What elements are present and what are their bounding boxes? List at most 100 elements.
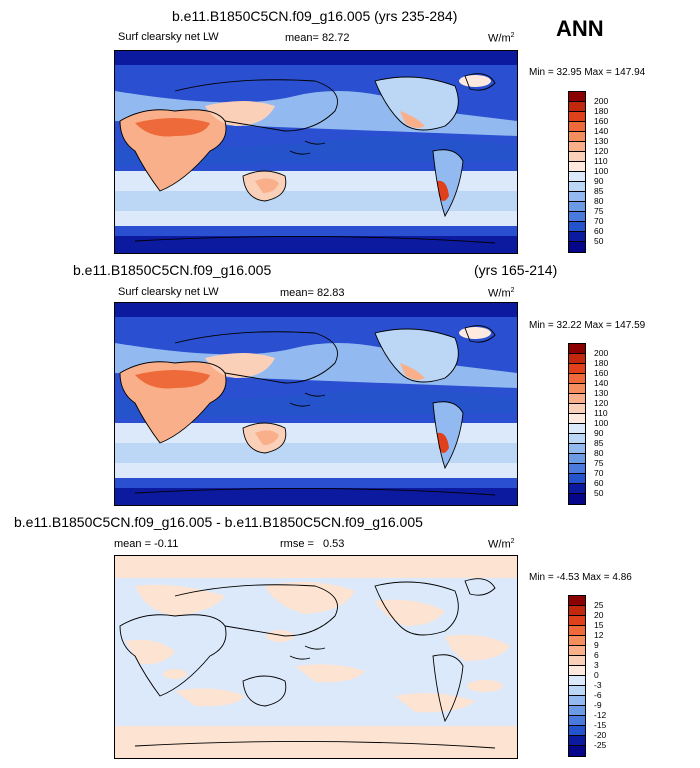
panel3-colorbar-swatch <box>569 726 585 736</box>
panel2-map-svg <box>115 303 517 505</box>
panel1-minmax: Min = 32.95 Max = 147.94 <box>529 67 646 78</box>
panel1-colorbar-swatch <box>569 122 585 132</box>
panel1-colorbar-swatch <box>569 192 585 202</box>
panel1-cb-label: 140 <box>594 126 609 136</box>
panel3-cb-label: -20 <box>594 730 607 740</box>
panel1-colorbar-swatch <box>569 132 585 142</box>
panel2-cb-label: 70 <box>594 468 604 478</box>
panel1-units: W/m2 <box>488 32 515 45</box>
panel3-colorbar-swatch <box>569 656 585 666</box>
panel2-colorbar-swatch <box>569 474 585 484</box>
panel3-map <box>114 555 518 759</box>
panel2-cb-label: 140 <box>594 378 609 388</box>
panel1-title: b.e11.B1850C5CN.f09_g16.005 (yrs 235-284… <box>172 8 458 24</box>
panel3-cb-label: 3 <box>594 660 599 670</box>
panel1-units-text: W/m <box>488 32 511 45</box>
panel3-cb-label: 6 <box>594 650 599 660</box>
panel1-cb-label: 75 <box>594 206 604 216</box>
panel2-colorbar-swatch <box>569 354 585 364</box>
panel3-colorbar-swatch <box>569 606 585 616</box>
panel1-cb-label: 85 <box>594 186 604 196</box>
panel3-rmse-label: rmse = <box>280 538 314 550</box>
panel2-colorbar-swatch <box>569 434 585 444</box>
panel3-units-sup: 2 <box>510 538 515 545</box>
panel2-colorbar-labels: 200 180 160 140 130 120 110 100 90 85 80… <box>594 348 608 498</box>
panel1-cb-label: 130 <box>594 136 609 146</box>
panel2-cb-label: 60 <box>594 478 604 488</box>
panel3-cb-label: 9 <box>594 640 599 650</box>
panel1-cb-label: 110 <box>594 156 608 166</box>
panel1-cb-label: 160 <box>594 116 609 126</box>
panel2-cb-label: 160 <box>594 368 609 378</box>
panel3-cb-label: -9 <box>594 700 602 710</box>
panel3-units-text: W/m <box>488 538 511 551</box>
panel1-colorbar-swatch <box>569 152 585 162</box>
panel2-colorbar <box>568 343 586 505</box>
panel2-cb-label: 130 <box>594 388 609 398</box>
panel1-cb-label: 200 <box>594 96 609 106</box>
panel2-mean-value: 82.83 <box>317 287 345 299</box>
panel3-colorbar-swatch <box>569 616 585 626</box>
panel2-colorbar-swatch <box>569 404 585 414</box>
panel2-cb-label: 120 <box>594 398 609 408</box>
panel1-cb-label: 50 <box>594 236 604 246</box>
panel1-colorbar-swatch <box>569 182 585 192</box>
panel3-cb-label: 12 <box>594 630 604 640</box>
panel1-colorbar-swatch <box>569 102 585 112</box>
panel2-variable: Surf clearsky net LW <box>118 286 219 298</box>
panel1-variable: Surf clearsky net LW <box>118 31 219 43</box>
panel3-colorbar-swatch <box>569 696 585 706</box>
panel2-map <box>114 302 518 506</box>
panel3-colorbar-labels: 25 20 15 12 9 6 3 0 -3 -6 -9 -12 -15 -20… <box>594 600 606 750</box>
panel3-units: W/m2 <box>488 538 515 551</box>
panel1-cb-label: 100 <box>594 166 609 176</box>
panel2-colorbar-swatch <box>569 374 585 384</box>
panel2-colorbar-swatch <box>569 484 585 494</box>
panel2-colorbar-swatch <box>569 494 585 504</box>
panel1-mean-value: 82.72 <box>322 32 350 44</box>
panel2-colorbar-swatch <box>569 414 585 424</box>
panel2-cb-label: 100 <box>594 418 609 428</box>
panel3-colorbar-swatch <box>569 636 585 646</box>
panel2-cb-label: 85 <box>594 438 604 448</box>
panel1-colorbar-swatch <box>569 222 585 232</box>
panel2-colorbar-swatch <box>569 394 585 404</box>
panel3-mean: mean = -0.11 <box>114 538 178 550</box>
panel3-colorbar-swatch <box>569 596 585 606</box>
panel1-map-svg <box>115 51 517 253</box>
panel1-colorbar-swatch <box>569 92 585 102</box>
panel1-colorbar-swatch <box>569 142 585 152</box>
panel2-colorbar-swatch <box>569 464 585 474</box>
panel2-mean-label: mean= <box>280 287 314 299</box>
panel3-rmse-value: 0.53 <box>323 538 345 550</box>
panel1-cb-label: 60 <box>594 226 604 236</box>
panel2-colorbar-swatch <box>569 424 585 434</box>
panel3-mean-value: -0.11 <box>154 538 179 550</box>
panel3-mean-label: mean = <box>114 538 151 550</box>
season-label: ANN <box>556 16 604 41</box>
panel1-colorbar-swatch <box>569 212 585 222</box>
panel2-minmax: Min = 32.22 Max = 147.59 <box>529 320 646 331</box>
panel1-colorbar-swatch <box>569 112 585 122</box>
panel3-cb-label: 15 <box>594 620 604 630</box>
panel3-minmax: Min = -4.53 Max = 4.86 <box>529 572 632 583</box>
panel2-title: b.e11.B1850C5CN.f09_g16.005 <box>73 262 272 278</box>
panel3-map-svg <box>115 556 517 758</box>
panel1-map <box>114 50 518 254</box>
panel2-years: (yrs 165-214) <box>474 262 558 278</box>
panel1-cb-label: 70 <box>594 216 604 226</box>
panel1-cb-label: 90 <box>594 176 604 186</box>
panel3-colorbar-swatch <box>569 666 585 676</box>
panel1-colorbar-swatch <box>569 172 585 182</box>
panel1-cb-label: 120 <box>594 146 609 156</box>
panel1-units-sup: 2 <box>510 32 515 39</box>
panel1-colorbar <box>568 91 586 253</box>
panel2-cb-label: 80 <box>594 448 604 458</box>
panel3-cb-label: -6 <box>594 690 602 700</box>
panel1-cb-label: 180 <box>594 106 609 116</box>
panel3-colorbar-swatch <box>569 716 585 726</box>
panel2-mean: mean= 82.83 <box>280 287 345 299</box>
panel2-cb-label: 90 <box>594 428 604 438</box>
panel1-colorbar-swatch <box>569 202 585 212</box>
panel1-cb-label: 80 <box>594 196 604 206</box>
